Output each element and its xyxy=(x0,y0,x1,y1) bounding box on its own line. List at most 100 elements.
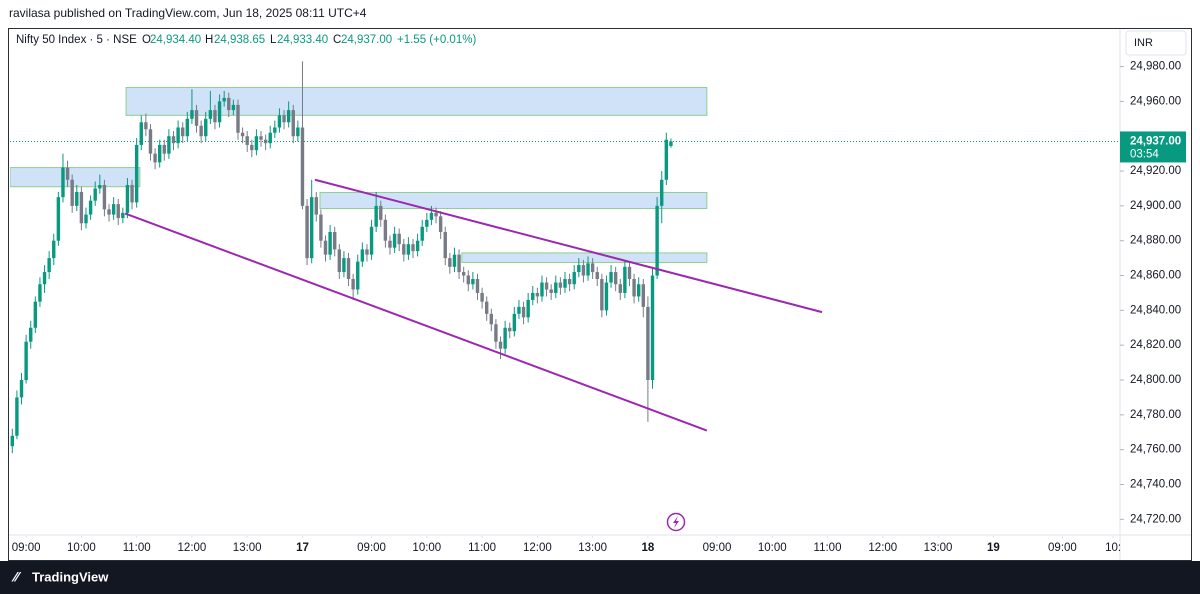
candle-body xyxy=(609,272,613,283)
candle-body xyxy=(84,214,88,224)
candle-body xyxy=(222,97,226,102)
last-price-label: 24,937.00 xyxy=(1130,135,1181,147)
candle-body xyxy=(526,299,530,318)
candle-body xyxy=(75,191,79,206)
candle-body xyxy=(56,197,61,241)
x-tick-label: 13:00 xyxy=(924,542,953,554)
currency-button[interactable] xyxy=(1125,30,1187,56)
candle-body xyxy=(130,184,134,203)
candle-body xyxy=(544,282,549,290)
candle-body xyxy=(337,249,342,273)
candle-body xyxy=(305,205,309,259)
y-tick-label: 24,980.00 xyxy=(1130,61,1181,73)
symbol: Nifty 50 Index · 5 · NSE xyxy=(16,34,137,46)
candle-body xyxy=(581,265,586,276)
candle-body xyxy=(107,209,111,215)
o-key: O xyxy=(142,34,151,46)
candle-body xyxy=(15,397,19,436)
x-tick-label: 10: xyxy=(1105,542,1121,554)
l-key: L xyxy=(270,34,277,46)
open: 24,934.40 xyxy=(150,34,201,46)
candle-body xyxy=(480,292,484,302)
high: 24,938.65 xyxy=(214,34,265,46)
candle-body xyxy=(623,266,627,293)
x-tick-label: 09:00 xyxy=(1048,542,1077,554)
y-tick-label: 24,780.00 xyxy=(1130,409,1181,421)
c-key: C xyxy=(333,34,341,46)
candle-body xyxy=(167,136,171,154)
candle-body xyxy=(296,127,300,137)
candle-body xyxy=(227,97,231,111)
h-key: H xyxy=(205,34,213,46)
candle-body xyxy=(199,125,203,137)
candle-body xyxy=(111,204,116,215)
chart-frame xyxy=(8,28,1192,561)
candle-body xyxy=(61,167,65,198)
candle-body xyxy=(273,127,277,133)
candle-body xyxy=(494,324,498,342)
candle-body xyxy=(466,275,470,285)
legend: Nifty 50 Index · 5 · NSE O 24,934.40 H 2… xyxy=(16,34,476,46)
candle-body xyxy=(93,188,97,201)
currency[interactable]: INR xyxy=(1134,37,1153,49)
candle-body xyxy=(33,301,38,328)
candle-body xyxy=(627,266,632,280)
candle-body xyxy=(521,306,526,318)
candle-body xyxy=(369,226,374,255)
candle-body xyxy=(88,200,93,215)
candle-body xyxy=(116,204,120,219)
candle-body xyxy=(254,136,259,151)
candle-body xyxy=(102,184,107,210)
candle-body xyxy=(185,118,190,137)
candle-body xyxy=(245,136,249,145)
candle-body xyxy=(567,279,572,285)
candle-body xyxy=(153,153,157,163)
last-price-box xyxy=(1120,131,1186,163)
candle-body xyxy=(508,327,512,332)
candle-body xyxy=(484,301,489,314)
event-bolt xyxy=(673,516,679,528)
candle-body xyxy=(660,179,664,206)
candle-body xyxy=(268,132,272,144)
footer-bar xyxy=(0,561,1200,594)
candle-body xyxy=(277,115,282,128)
candle-body xyxy=(531,292,535,300)
candle-body xyxy=(282,115,286,123)
candle-body xyxy=(346,258,351,280)
candle-body xyxy=(636,284,641,297)
x-tick-label: 11:00 xyxy=(814,542,842,554)
zone xyxy=(461,252,708,263)
candle-body xyxy=(669,141,673,146)
candle-body xyxy=(475,279,480,293)
candle-body xyxy=(356,261,360,290)
x-tick-label: 12:00 xyxy=(523,542,552,554)
candle-body xyxy=(664,139,669,180)
candle-body xyxy=(194,110,199,126)
candle-body xyxy=(328,232,332,255)
brand: TradingView xyxy=(32,569,109,584)
candle-body xyxy=(333,232,337,250)
candle-body xyxy=(448,258,452,267)
candle-body xyxy=(236,104,240,133)
change: +1.55 (+0.01%) xyxy=(397,34,476,46)
x-tick-label: 11:00 xyxy=(123,542,151,554)
candle-body xyxy=(231,104,236,111)
candle-body xyxy=(374,205,378,227)
candle-body xyxy=(517,306,521,314)
candle-body xyxy=(213,110,217,123)
candle-body xyxy=(176,127,180,144)
candle-body xyxy=(535,292,540,297)
event-icon[interactable] xyxy=(666,512,686,532)
candle-body xyxy=(351,279,355,290)
candle-body xyxy=(632,279,636,297)
y-tick-label: 24,800.00 xyxy=(1130,374,1181,386)
candle-body xyxy=(489,313,494,325)
x-tick-label: 09:00 xyxy=(703,542,732,554)
candle-body xyxy=(600,279,604,311)
x-tick-label: 11:00 xyxy=(468,542,496,554)
candle-body xyxy=(148,129,153,154)
x-tick-label: 19 xyxy=(987,542,1000,554)
candle-body xyxy=(646,306,650,381)
candle-body xyxy=(438,216,443,232)
